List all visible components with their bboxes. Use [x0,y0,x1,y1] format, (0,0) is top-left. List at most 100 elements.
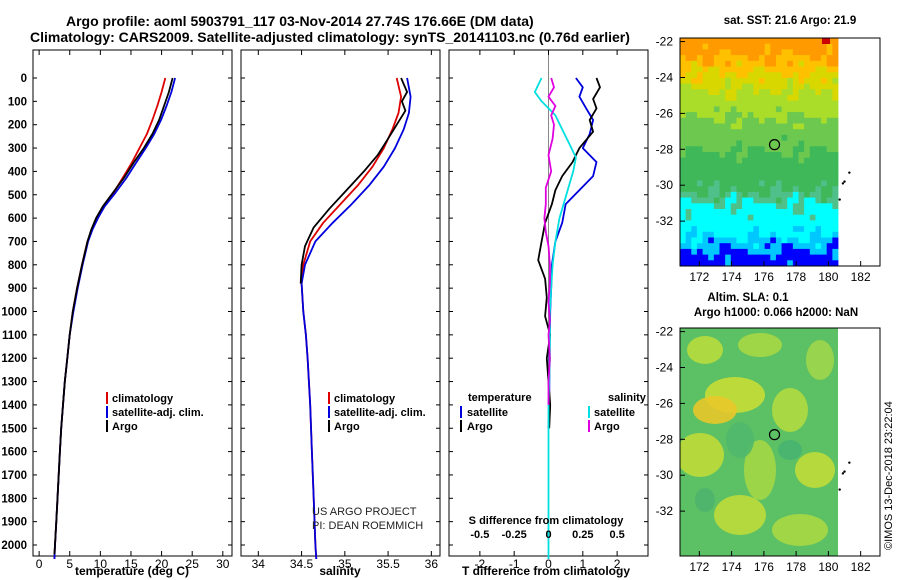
sst-cell [759,72,766,79]
sst-cell [815,140,822,147]
sst-cell [730,197,737,204]
sst-cell [787,83,794,90]
sst-cell [809,100,816,107]
sst-cell [792,100,799,107]
depth-tick-label: 700 [8,236,27,248]
sst-cell [764,152,771,159]
sst-cell [815,134,822,141]
sst-cell [736,163,743,170]
sst-cell [696,186,703,193]
sst-cell [736,214,743,221]
sst-cell [708,197,715,204]
sst-cell [753,106,760,113]
sst-cell [809,72,816,79]
sst-cell [781,60,788,67]
sst-cell [821,174,828,181]
sst-cell [742,220,749,227]
sst-cell [804,191,811,198]
sst-cell [680,134,687,141]
sst-cell [708,191,715,198]
sst-cell [815,163,822,170]
sst-cell [680,140,687,147]
sst-cell [685,43,692,50]
sst-cell [742,231,749,238]
sst-cell [775,66,782,73]
sst-cell [753,157,760,164]
sst-cell [730,89,737,96]
sst-cell [759,38,766,45]
sst-cell [691,95,698,102]
sst-cell [730,38,737,45]
sst-cell [832,117,839,124]
sst-cell [792,38,799,45]
sst-cell [815,77,822,84]
sst-cell [691,231,698,238]
sst-cell [770,191,777,198]
sst-cell [702,72,709,79]
sst-cell [702,106,709,113]
sst-cell [781,123,788,130]
sst-cell [787,209,794,216]
sst-cell [736,112,743,119]
sst-cell [792,248,799,255]
sst-cell [747,248,754,255]
sst-cell [708,134,715,141]
sst-cell [781,231,788,238]
sst-cell [821,112,828,119]
sst-cell [787,49,794,56]
sst-cell [826,220,833,227]
sst-cell [747,186,754,193]
sst-cell [713,248,720,255]
sst-cell [764,180,771,187]
sst-cell [826,226,833,233]
sst-cell [815,43,822,50]
sst-cell [742,254,749,261]
sst-cell [821,260,828,267]
sst-cell [792,140,799,147]
sst-cell [696,106,703,113]
sst-cell [702,38,709,45]
sst-cell [775,197,782,204]
sst-cell [753,243,760,250]
sst-cell [804,180,811,187]
sst-cell [832,231,839,238]
sst-cell [685,152,692,159]
chart-title-line1: Argo profile: aoml 5903791_117 03-Nov-20… [66,13,534,29]
sst-cell [708,95,715,102]
sst-cell [742,237,749,244]
sst-cell [826,152,833,159]
sst-cell [775,209,782,216]
sst-cell [792,203,799,210]
sst-cell [821,140,828,147]
sst-cell [815,191,822,198]
sst-cell [764,112,771,119]
sst-cell [691,49,698,56]
imos-credit: ©IMOS 13-Dec-2018 23:22:04 [883,401,895,550]
sst-cell [809,163,816,170]
sst-cell [747,157,754,164]
sst-cell [702,140,709,147]
sst-cell [792,134,799,141]
sst-cell [826,95,833,102]
sst-cell [826,72,833,79]
sst-cell [798,77,805,84]
sst-cell [815,203,822,210]
salinity-panel-frame [240,49,441,557]
sst-cell [792,174,799,181]
sst-cell [775,49,782,56]
sst-cell [792,243,799,250]
sst-cell [736,248,743,255]
sst-cell [685,169,692,176]
sst-cell [753,38,760,45]
sst-cell [691,140,698,147]
sst-cell [736,243,743,250]
sst-cell [736,226,743,233]
sst-cell [821,157,828,164]
map-y-tick-label: -22 [656,35,674,49]
sst-cell [804,214,811,221]
map-x-tick-label: 180 [818,560,838,574]
sst-cell [832,66,839,73]
sst-cell [821,129,828,136]
sst-cell [804,72,811,79]
sst-cell [764,203,771,210]
